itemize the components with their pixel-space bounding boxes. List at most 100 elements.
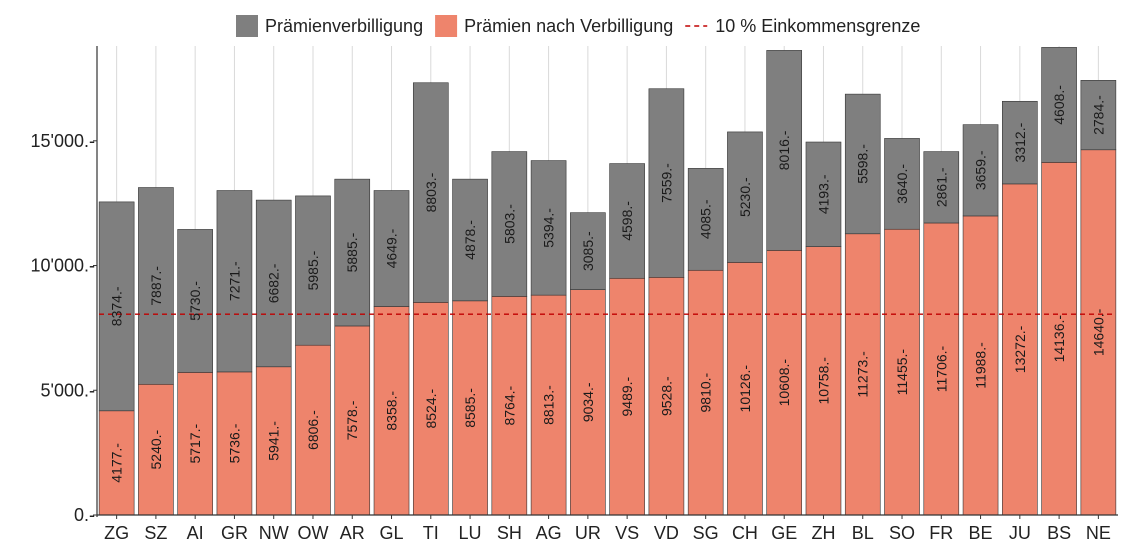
bar-label-premium-reduction-sh: 5803.-: [501, 204, 517, 244]
bar-label-premium-after-zg: 4177.-: [109, 443, 125, 483]
bar-label-premium-after-vs: 9489.-: [619, 376, 635, 416]
bar-label-premium-reduction-ar: 5885.-: [344, 232, 360, 272]
bar-premium-reduction-so: [884, 138, 920, 230]
x-tick-label-vs: VS: [615, 523, 639, 543]
bar-premium-reduction-gl: [373, 190, 410, 307]
bar-label-premium-reduction-gr: 7271.-: [226, 261, 242, 301]
legend-swatch: [236, 15, 258, 37]
bar-series: [98, 47, 1117, 516]
x-tick-label-ai: AI: [187, 523, 204, 543]
y-tick-label: 5'000.-: [41, 380, 95, 400]
bar-label-premium-after-gr: 5736.-: [226, 423, 242, 463]
bar-premium-reduction-bs: [1041, 47, 1077, 163]
bar-label-premium-after-sg: 9810.-: [698, 372, 714, 412]
bar-premium-after-ag: [530, 294, 567, 516]
bar-premium-after-ar: [334, 325, 371, 516]
bar-premium-reduction-sg: [687, 168, 724, 271]
bar-label-premium-after-fr: 11706.-: [933, 345, 949, 392]
bar-premium-reduction-fr: [923, 151, 960, 224]
bar-premium-reduction-ow: [295, 195, 331, 346]
bar-label-premium-after-nw: 5941.-: [266, 421, 282, 461]
bar-label-premium-after-zh: 10758.-: [815, 357, 831, 405]
legend-label: Prämien nach Verbilligung: [464, 16, 673, 36]
bar-label-premium-reduction-ge: 8016.-: [776, 130, 792, 170]
bar-premium-after-so: [884, 228, 920, 516]
bar-label-premium-after-ne: 14640.-: [1090, 308, 1106, 356]
x-tick-label-bl: BL: [852, 523, 874, 543]
bar-label-premium-reduction-ur: 3085.-: [580, 231, 596, 271]
bar-premium-after-ti: [412, 302, 449, 516]
bar-premium-after-vs: [609, 277, 645, 516]
bar-label-premium-reduction-bs: 4608.-: [1051, 85, 1067, 125]
legend-item-1: Prämienverbilligung: [236, 15, 423, 37]
bar-premium-after-vd: [648, 277, 685, 516]
bar-label-premium-after-ge: 10608.-: [776, 359, 792, 407]
x-tick-label-sg: SG: [693, 523, 719, 543]
x-tick-label-ti: TI: [423, 523, 439, 543]
legend-item-3: 10 % Einkommensgrenze: [685, 16, 920, 36]
bar-label-premium-after-ai: 5717.-: [187, 424, 203, 464]
bar-premium-reduction-vd: [648, 88, 685, 278]
bar-premium-reduction-ne: [1080, 80, 1117, 151]
bar-label-premium-reduction-zh: 4193.-: [815, 174, 831, 214]
bar-label-premium-after-be: 11988.-: [973, 342, 989, 389]
bar-label-premium-reduction-gl: 4649.-: [384, 228, 400, 268]
x-tick-label-sz: SZ: [144, 523, 167, 543]
bar-label-premium-after-vd: 9528.-: [658, 376, 674, 416]
bar-premium-after-ju: [1002, 183, 1038, 516]
bar-label-premium-after-ti: 8524.-: [423, 388, 439, 428]
bar-premium-after-gr: [216, 371, 253, 516]
bar-premium-after-ow: [295, 344, 331, 516]
x-tick-label-ow: OW: [297, 523, 328, 543]
x-tick-label-gl: GL: [380, 523, 404, 543]
y-tick-label: 15'000.-: [31, 131, 96, 151]
legend-item-2: Prämien nach Verbilligung: [435, 15, 673, 37]
bar-label-premium-reduction-ne: 2784.-: [1090, 95, 1106, 135]
bar-premium-after-ai: [177, 372, 213, 516]
bar-premium-reduction-sz: [138, 187, 174, 385]
bar-label-premium-reduction-sg: 4085.-: [698, 199, 714, 239]
bar-premium-after-ne: [1080, 149, 1117, 516]
bar-premium-reduction-ti: [412, 82, 449, 303]
bar-premium-after-gl: [373, 306, 410, 516]
x-tick-label-ch: CH: [732, 523, 758, 543]
bar-premium-reduction-ju: [1002, 100, 1038, 185]
bar-label-premium-after-ag: 8813.-: [541, 385, 557, 425]
x-tick-label-so: SO: [889, 523, 915, 543]
bar-label-premium-reduction-zg: 8374.-: [109, 286, 125, 326]
bar-label-premium-reduction-fr: 2861.-: [933, 167, 949, 207]
bar-label-premium-after-lu: 8585.-: [462, 388, 478, 428]
bar-premium-reduction-bl: [844, 93, 881, 235]
x-tick-label-fr: FR: [929, 523, 953, 543]
bar-labels: 4177.- 8374.- 5240.- 7887.- 5717.- 5730.- 5736…: [109, 85, 1107, 483]
x-tick-label-ju: JU: [1009, 523, 1031, 543]
bar-premium-reduction-nw: [255, 199, 292, 368]
legend-label: 10 % Einkommensgrenze: [715, 16, 920, 36]
bar-premium-after-bs: [1041, 162, 1077, 516]
bar-label-premium-after-ur: 9034.-: [580, 382, 596, 422]
bar-label-premium-reduction-nw: 6682.-: [266, 263, 282, 303]
bar-label-premium-after-gl: 8358.-: [384, 391, 400, 431]
bar-premium-after-lu: [452, 300, 488, 516]
bar-label-premium-after-sh: 8764.-: [501, 386, 517, 426]
x-tick-label-sh: SH: [497, 523, 522, 543]
bar-premium-reduction-ch: [727, 131, 763, 263]
bar-premium-after-fr: [923, 222, 960, 516]
x-tick-label-ge: GE: [771, 523, 797, 543]
x-tick-label-vd: VD: [654, 523, 679, 543]
bar-premium-reduction-ur: [570, 212, 606, 290]
bar-label-premium-reduction-ju: 3312.-: [1012, 122, 1028, 162]
x-tick-label-ar: AR: [340, 523, 365, 543]
bar-label-premium-reduction-so: 3640.-: [894, 164, 910, 204]
x-tick-label-ne: NE: [1086, 523, 1111, 543]
bar-label-premium-reduction-vd: 7559.-: [658, 163, 674, 203]
x-tick-label-ag: AG: [536, 523, 562, 543]
bar-label-premium-after-ar: 7578.-: [344, 400, 360, 440]
bar-label-premium-reduction-ag: 5394.-: [541, 208, 557, 248]
bar-premium-reduction-ge: [766, 50, 803, 251]
x-tick-label-zg: ZG: [104, 523, 129, 543]
bar-premium-reduction-ar: [334, 178, 371, 327]
bar-label-premium-reduction-ti: 8803.-: [423, 172, 439, 212]
bar-premium-reduction-zh: [805, 141, 842, 247]
legend: Prämienverbilligung Prämien nach Verbilli…: [236, 15, 920, 37]
